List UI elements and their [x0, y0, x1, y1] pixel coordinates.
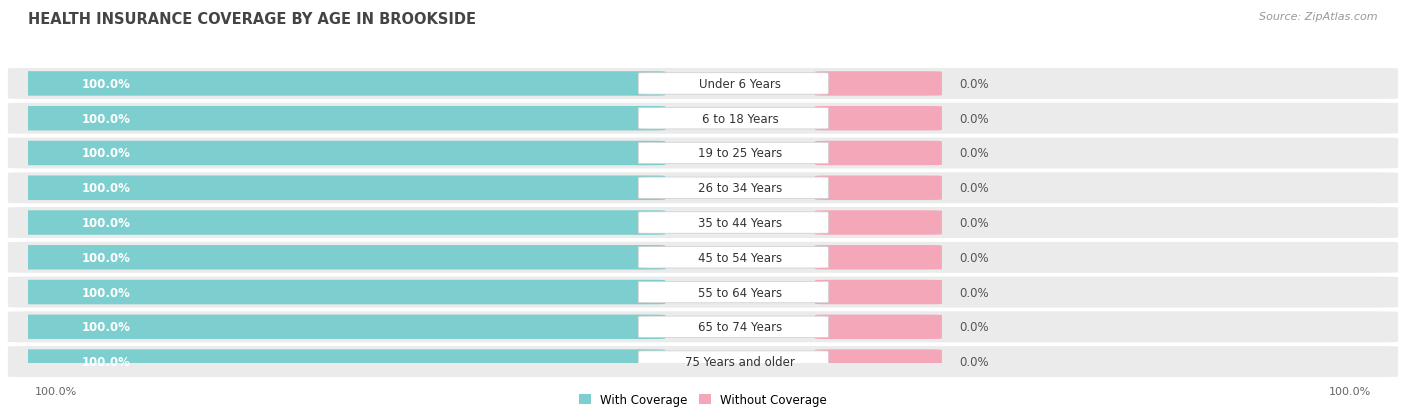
FancyBboxPatch shape: [8, 104, 1398, 134]
Text: 6 to 18 Years: 6 to 18 Years: [702, 112, 779, 126]
FancyBboxPatch shape: [8, 138, 1398, 169]
FancyBboxPatch shape: [8, 311, 1398, 342]
Text: 100.0%: 100.0%: [82, 147, 131, 160]
FancyBboxPatch shape: [8, 208, 1398, 238]
FancyBboxPatch shape: [815, 211, 942, 235]
FancyBboxPatch shape: [8, 242, 1398, 273]
FancyBboxPatch shape: [8, 173, 1398, 204]
Text: 0.0%: 0.0%: [959, 182, 988, 195]
FancyBboxPatch shape: [638, 316, 828, 338]
FancyBboxPatch shape: [815, 107, 942, 131]
Text: 75 Years and older: 75 Years and older: [685, 355, 794, 368]
Text: 0.0%: 0.0%: [959, 78, 988, 91]
FancyBboxPatch shape: [8, 277, 1398, 308]
Text: 0.0%: 0.0%: [959, 320, 988, 334]
FancyBboxPatch shape: [638, 247, 828, 268]
FancyBboxPatch shape: [638, 108, 828, 130]
Text: 100.0%: 100.0%: [82, 78, 131, 91]
Legend: With Coverage, Without Coverage: With Coverage, Without Coverage: [574, 389, 832, 411]
FancyBboxPatch shape: [815, 176, 942, 200]
Text: 0.0%: 0.0%: [959, 355, 988, 368]
FancyBboxPatch shape: [638, 143, 828, 164]
Text: 65 to 74 Years: 65 to 74 Years: [697, 320, 782, 334]
FancyBboxPatch shape: [8, 346, 1398, 377]
FancyBboxPatch shape: [11, 315, 665, 339]
Text: 0.0%: 0.0%: [959, 251, 988, 264]
FancyBboxPatch shape: [11, 280, 665, 304]
Text: 19 to 25 Years: 19 to 25 Years: [697, 147, 782, 160]
FancyBboxPatch shape: [11, 107, 665, 131]
Text: 100.0%: 100.0%: [82, 286, 131, 299]
Text: 0.0%: 0.0%: [959, 286, 988, 299]
Text: 100.0%: 100.0%: [1329, 387, 1371, 396]
FancyBboxPatch shape: [638, 74, 828, 95]
FancyBboxPatch shape: [638, 282, 828, 303]
FancyBboxPatch shape: [815, 349, 942, 374]
Text: 0.0%: 0.0%: [959, 216, 988, 230]
Text: 100.0%: 100.0%: [82, 216, 131, 230]
Text: 100.0%: 100.0%: [82, 320, 131, 334]
Text: 55 to 64 Years: 55 to 64 Years: [697, 286, 782, 299]
FancyBboxPatch shape: [815, 245, 942, 270]
FancyBboxPatch shape: [815, 315, 942, 339]
Text: 100.0%: 100.0%: [82, 251, 131, 264]
Text: 45 to 54 Years: 45 to 54 Years: [697, 251, 782, 264]
Text: Source: ZipAtlas.com: Source: ZipAtlas.com: [1260, 12, 1378, 22]
Text: 100.0%: 100.0%: [35, 387, 77, 396]
FancyBboxPatch shape: [11, 72, 665, 97]
Text: 0.0%: 0.0%: [959, 147, 988, 160]
FancyBboxPatch shape: [638, 178, 828, 199]
Text: HEALTH INSURANCE COVERAGE BY AGE IN BROOKSIDE: HEALTH INSURANCE COVERAGE BY AGE IN BROO…: [28, 12, 477, 27]
FancyBboxPatch shape: [638, 212, 828, 234]
Text: 100.0%: 100.0%: [82, 112, 131, 126]
FancyBboxPatch shape: [815, 280, 942, 304]
FancyBboxPatch shape: [11, 141, 665, 166]
Text: 26 to 34 Years: 26 to 34 Years: [697, 182, 782, 195]
Text: 100.0%: 100.0%: [82, 182, 131, 195]
Text: Under 6 Years: Under 6 Years: [699, 78, 782, 91]
FancyBboxPatch shape: [11, 349, 665, 374]
FancyBboxPatch shape: [815, 141, 942, 166]
FancyBboxPatch shape: [815, 72, 942, 97]
FancyBboxPatch shape: [11, 211, 665, 235]
Text: 0.0%: 0.0%: [959, 112, 988, 126]
FancyBboxPatch shape: [8, 69, 1398, 100]
FancyBboxPatch shape: [638, 351, 828, 373]
FancyBboxPatch shape: [11, 245, 665, 270]
FancyBboxPatch shape: [11, 176, 665, 200]
Text: 35 to 44 Years: 35 to 44 Years: [697, 216, 782, 230]
Text: 100.0%: 100.0%: [82, 355, 131, 368]
